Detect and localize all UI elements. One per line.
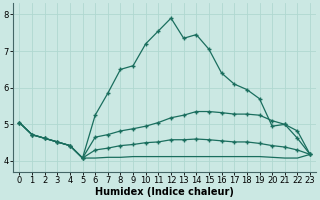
X-axis label: Humidex (Indice chaleur): Humidex (Indice chaleur) xyxy=(95,187,234,197)
